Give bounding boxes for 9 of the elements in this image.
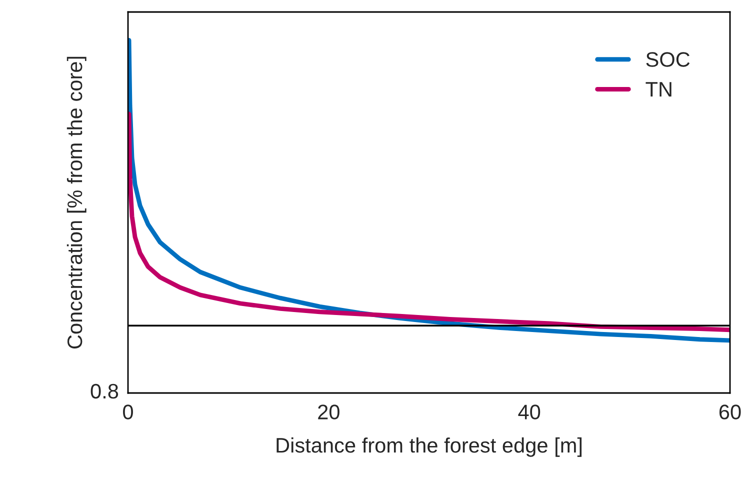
x-axis-title: Distance from the forest edge [m] — [276, 437, 582, 457]
x-tick-label: 0 — [123, 404, 133, 420]
x-tick-label: 20 — [318, 404, 340, 420]
legend-label: TN — [646, 82, 672, 97]
y-axis-title: Concentration [% from the core] — [66, 56, 86, 348]
x-tick-label: 40 — [518, 404, 540, 420]
x-tick-label: 60 — [719, 404, 741, 420]
legend-label: SOC — [646, 52, 690, 67]
text: 0.8 — [90, 384, 118, 399]
